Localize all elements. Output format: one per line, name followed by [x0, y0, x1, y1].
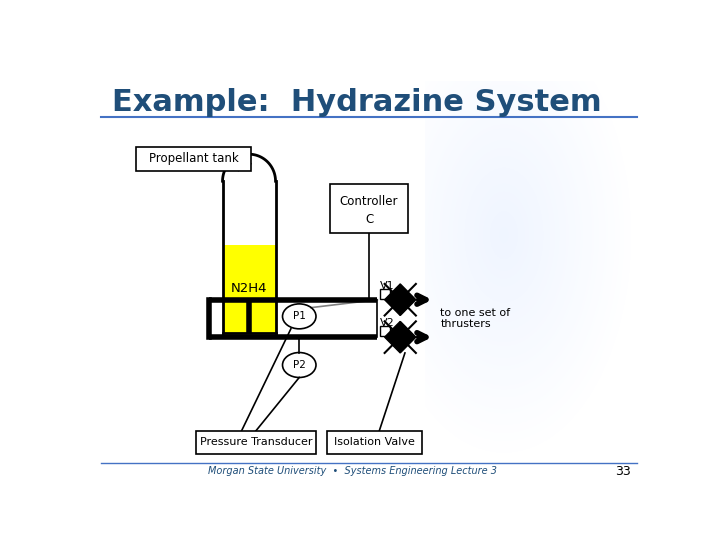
Text: Propellant tank: Propellant tank [148, 152, 238, 165]
Text: Example:  Hydrazine System: Example: Hydrazine System [112, 87, 602, 117]
FancyBboxPatch shape [380, 288, 390, 299]
Text: C: C [365, 213, 373, 226]
Text: N2H4: N2H4 [231, 282, 267, 295]
Text: P1: P1 [293, 312, 306, 321]
Text: Morgan State University  •  Systems Engineering Lecture 3: Morgan State University • Systems Engine… [208, 467, 497, 476]
Text: V1: V1 [379, 281, 395, 291]
Text: P2: P2 [293, 360, 306, 370]
FancyBboxPatch shape [380, 326, 390, 336]
Polygon shape [400, 284, 416, 315]
Polygon shape [222, 245, 276, 333]
Polygon shape [384, 284, 400, 315]
FancyBboxPatch shape [327, 431, 422, 454]
Text: Controller: Controller [340, 195, 398, 208]
Polygon shape [384, 321, 400, 353]
Text: Pressure Transducer: Pressure Transducer [199, 437, 312, 447]
Text: to one set of
thrusters: to one set of thrusters [441, 308, 510, 329]
FancyBboxPatch shape [136, 147, 251, 171]
Polygon shape [400, 321, 416, 353]
Text: 33: 33 [616, 465, 631, 478]
Text: V2: V2 [379, 318, 395, 328]
Text: Isolation Valve: Isolation Valve [334, 437, 415, 447]
FancyBboxPatch shape [196, 431, 316, 454]
FancyBboxPatch shape [330, 184, 408, 233]
